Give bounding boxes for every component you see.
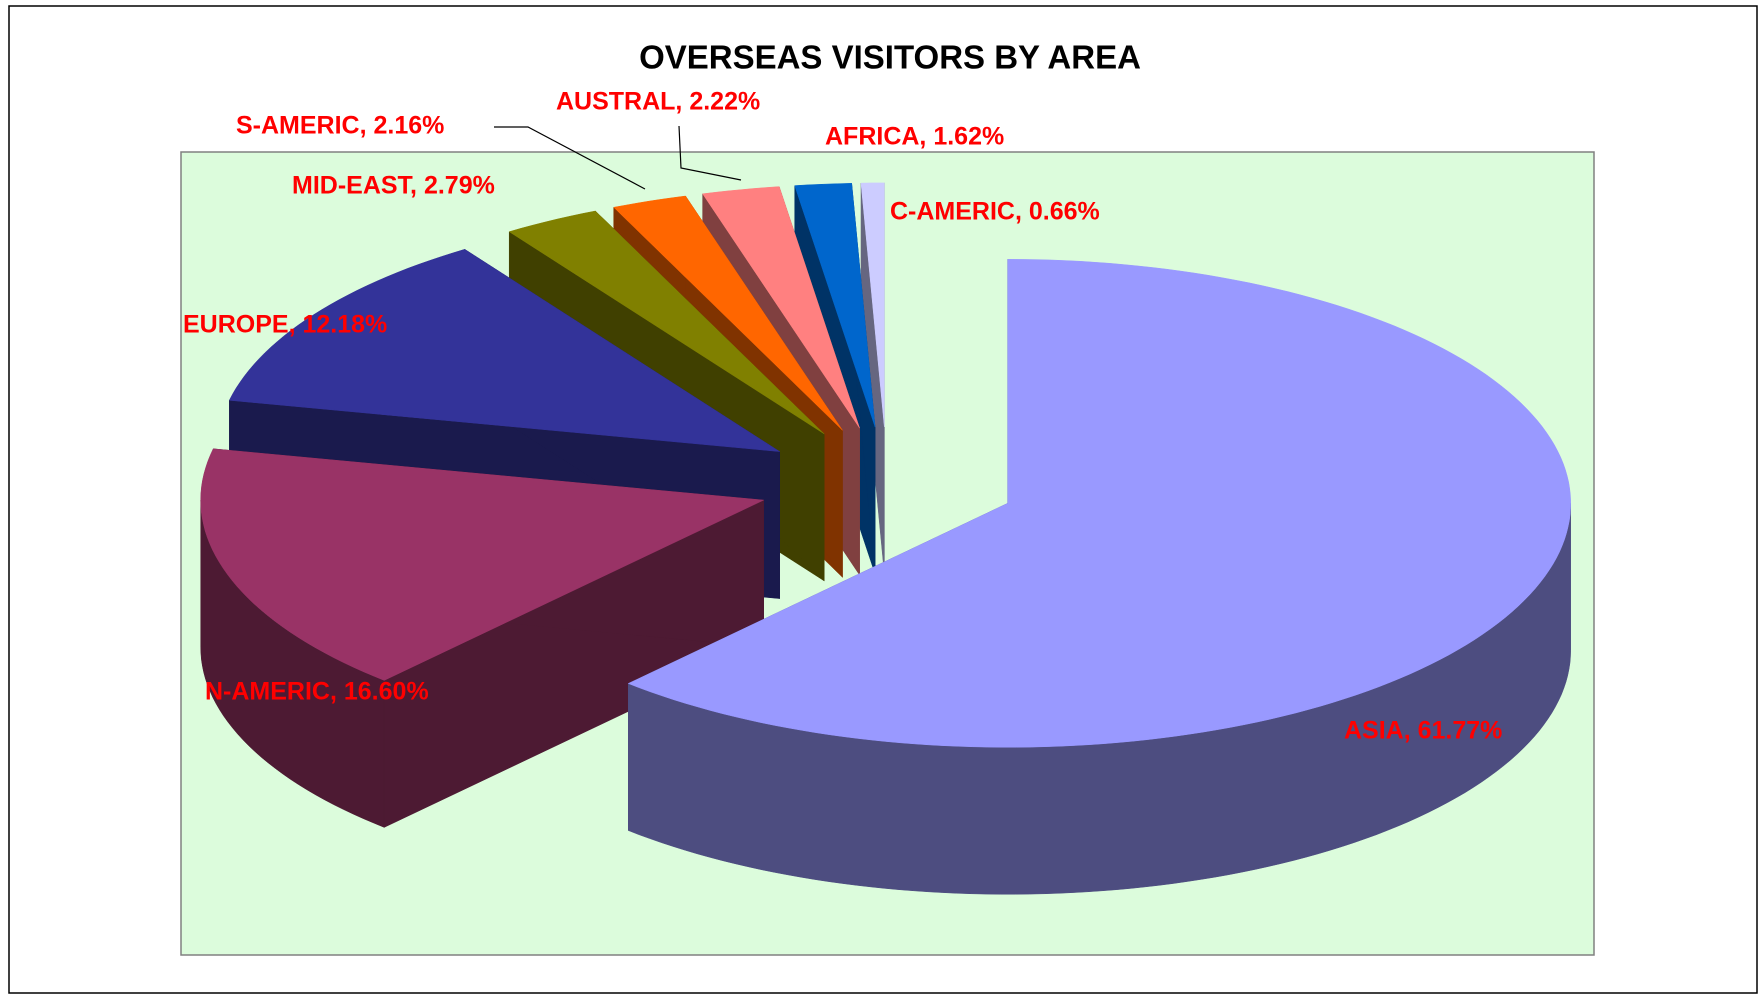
data-label: AFRICA, 1.62% — [825, 123, 1004, 151]
pie — [200, 182, 1571, 895]
slice-top — [860, 182, 885, 427]
data-label: MID-EAST, 2.79% — [292, 172, 495, 200]
data-label: C-AMERIC, 0.66% — [890, 198, 1100, 226]
data-label: ASIA, 61.77% — [1344, 717, 1502, 745]
pie-slice — [200, 448, 765, 828]
pie-slice — [627, 259, 1571, 895]
data-label: AUSTRAL, 2.22% — [556, 88, 760, 116]
slice-top — [200, 448, 765, 681]
slice-top — [613, 195, 843, 431]
leader-line — [494, 126, 646, 190]
slice-top — [702, 186, 860, 429]
data-labels: ASIA, 61.77% N-AMERIC, 16.60% EUROPE, 12.1… — [183, 88, 1502, 745]
data-label: S-AMERIC, 2.16% — [236, 112, 444, 140]
slice-top — [508, 210, 825, 435]
chart-title: OVERSEAS VISITORS BY AREA — [639, 39, 1141, 76]
leader-line — [678, 125, 742, 181]
data-label: N-AMERIC, 16.60% — [205, 678, 429, 706]
slice-top — [794, 183, 876, 428]
slice-top — [627, 259, 1571, 748]
data-label: EUROPE, 12.18% — [183, 311, 387, 339]
slice-top — [228, 249, 780, 452]
pie-slice — [860, 182, 885, 574]
